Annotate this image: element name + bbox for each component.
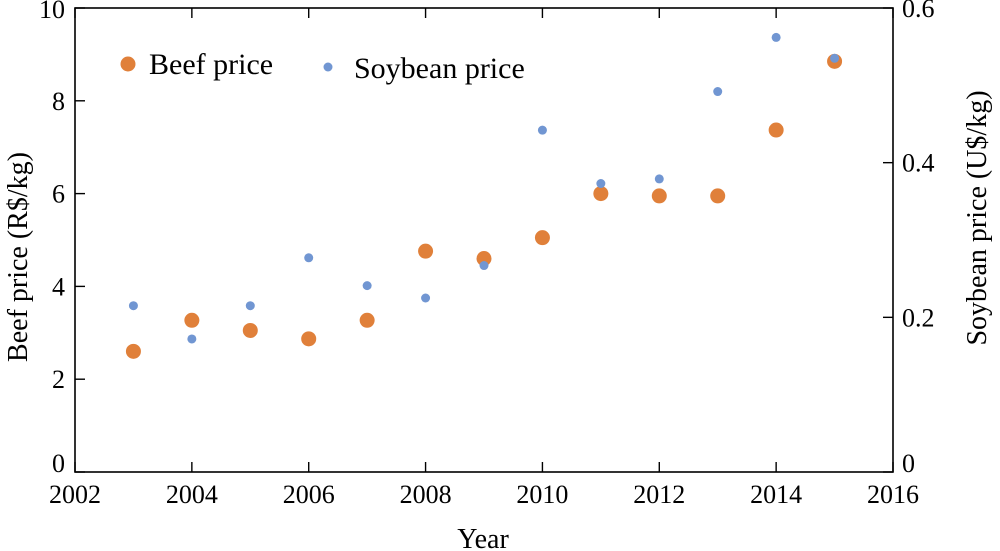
- legend-label-beef-price: Beef price: [149, 48, 273, 81]
- left-y-tick-label: 8: [52, 87, 65, 116]
- plot-border: [74, 7, 894, 473]
- data-point-beef-price: [534, 230, 550, 246]
- left-y-tick-label: 4: [52, 272, 65, 301]
- data-point-soybean-price: [713, 87, 723, 97]
- x-axis-title: Year: [457, 524, 509, 551]
- data-point-beef-price: [768, 122, 784, 138]
- legend-marker-soybean-price: [323, 62, 333, 72]
- data-point-soybean-price: [187, 334, 197, 344]
- data-point-beef-price: [301, 331, 317, 347]
- series-layer: [125, 32, 843, 359]
- right-y-tick-label: 0.2: [902, 303, 935, 332]
- x-tick-label: 2008: [400, 480, 452, 509]
- data-point-beef-price: [651, 188, 667, 204]
- left-y-tick-label: 2: [52, 365, 65, 394]
- x-tick-label: 2010: [516, 480, 568, 509]
- data-point-beef-price: [418, 243, 434, 259]
- data-point-beef-price: [710, 188, 726, 204]
- data-point-soybean-price: [537, 125, 547, 135]
- right-y-tick-label: 0: [902, 449, 915, 478]
- legend-marker-beef-price: [120, 56, 136, 72]
- data-point-beef-price: [593, 186, 609, 202]
- x-tick-label: 2006: [283, 480, 335, 509]
- right-y-tick-label: 0.4: [902, 149, 935, 178]
- right-y-tick-label: 0.6: [902, 0, 935, 23]
- data-point-soybean-price: [421, 293, 431, 303]
- left-y-tick-label: 0: [52, 449, 65, 478]
- left-y-axis-title: Beef price (R$/kg): [3, 152, 34, 362]
- data-point-beef-price: [242, 322, 258, 338]
- x-tick-label: 2016: [867, 480, 919, 509]
- right-y-axis-ticks: 0 0.2 0.4 0.6: [883, 0, 935, 478]
- data-point-beef-price: [476, 251, 492, 267]
- x-tick-label: 2004: [166, 480, 218, 509]
- data-point-soybean-price: [362, 281, 372, 291]
- x-axis-ticks: 2002 2004 2006 2008 2010 2012 2014 2016: [49, 8, 919, 509]
- data-point-soybean-price: [596, 179, 606, 189]
- legend-label-soybean-price: Soybean price: [354, 52, 525, 85]
- data-point-beef-price: [184, 312, 200, 328]
- data-point-soybean-price: [771, 32, 781, 42]
- data-point-soybean-price: [654, 174, 664, 184]
- x-tick-label: 2002: [49, 480, 101, 509]
- x-tick-label: 2012: [633, 480, 685, 509]
- plot-frame: [74, 7, 894, 473]
- data-point-soybean-price: [304, 253, 314, 263]
- data-point-soybean-price: [830, 53, 840, 63]
- legend: Beef price Soybean price: [120, 48, 525, 85]
- left-y-axis-ticks: 0 2 4 6 8 10: [39, 0, 85, 478]
- data-point-beef-price: [359, 312, 375, 328]
- left-y-tick-label: 10: [39, 0, 65, 24]
- right-y-axis-title: Soybean price (U$/kg): [962, 90, 993, 345]
- left-y-tick-label: 6: [52, 180, 65, 209]
- x-tick-label: 2014: [750, 480, 802, 509]
- data-point-soybean-price: [479, 261, 489, 271]
- data-point-beef-price: [125, 343, 141, 359]
- data-point-soybean-price: [245, 301, 255, 311]
- data-point-soybean-price: [128, 301, 138, 311]
